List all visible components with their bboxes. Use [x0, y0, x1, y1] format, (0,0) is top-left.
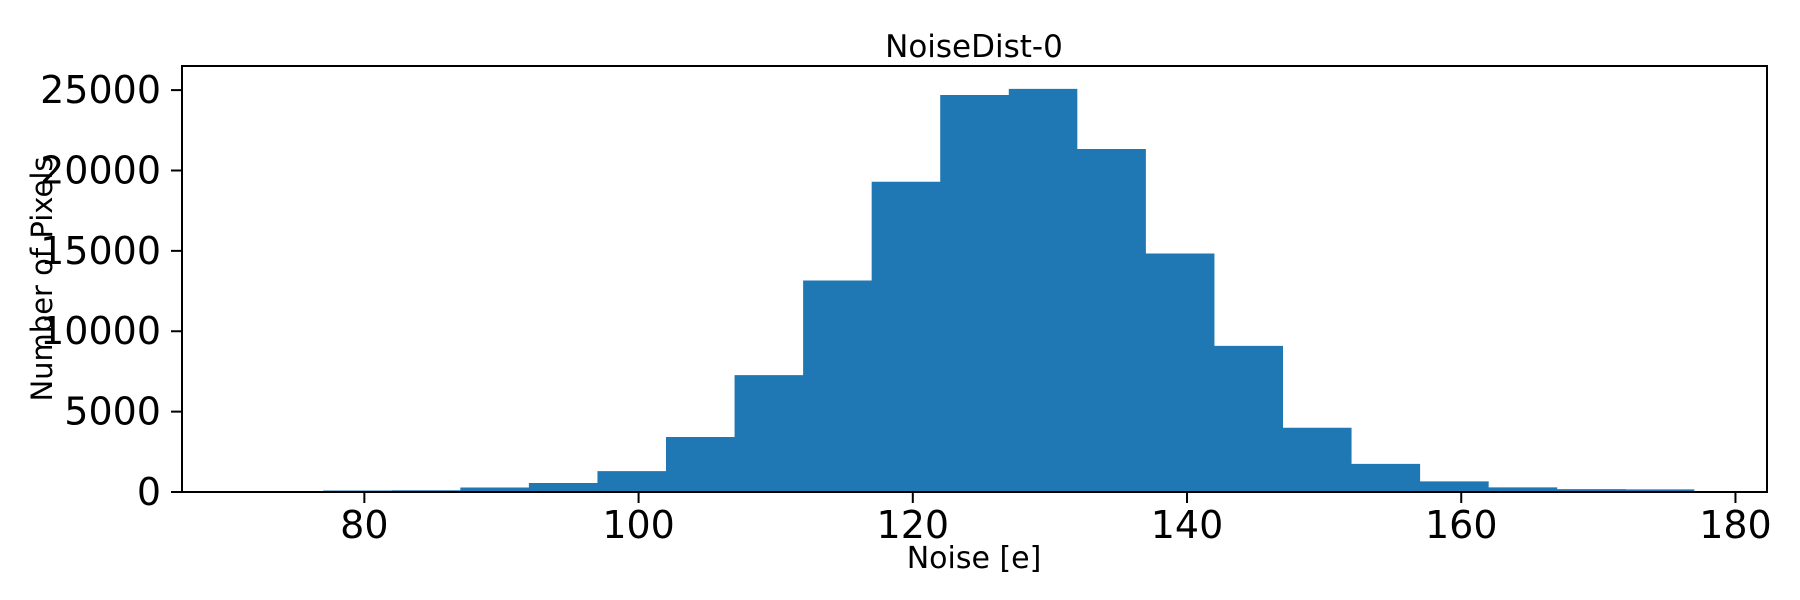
y-tick-label: 0: [137, 470, 161, 514]
x-tick-label: 80: [340, 503, 388, 547]
x-tick-label: 140: [1151, 503, 1224, 547]
y-tick-label: 15000: [40, 229, 161, 273]
y-tick-label: 20000: [40, 148, 161, 192]
x-tick-label: 100: [602, 503, 675, 547]
x-tick-label: 120: [877, 503, 950, 547]
y-axis-ticks: 0 5000 10000 15000 20000 25000: [40, 68, 182, 514]
x-axis-ticks: 80 100 120 140 160 180: [340, 492, 1772, 547]
y-axis-label: Number of Pixels: [25, 156, 59, 401]
x-tick-label: 180: [1699, 503, 1772, 547]
chart-title: NoiseDist-0: [885, 29, 1063, 65]
y-tick-label: 10000: [40, 309, 161, 353]
x-tick-label: 160: [1425, 503, 1498, 547]
x-axis-label: Noise [e]: [907, 541, 1042, 576]
histogram-bars: [323, 88, 1695, 492]
y-tick-label: 5000: [64, 390, 161, 434]
axes-frame: [181, 65, 1768, 493]
histogram-series: [323, 88, 1695, 492]
y-tick-label: 25000: [40, 68, 161, 112]
